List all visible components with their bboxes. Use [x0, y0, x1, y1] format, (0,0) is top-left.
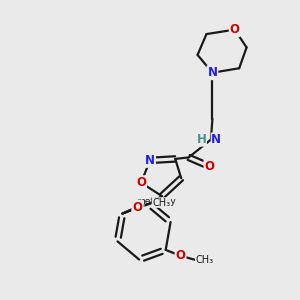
Text: H: H — [196, 133, 206, 146]
Text: O: O — [134, 200, 143, 213]
Text: N: N — [207, 66, 218, 79]
Text: O: O — [132, 200, 142, 214]
Text: methoxy: methoxy — [136, 197, 176, 206]
Text: O: O — [136, 176, 146, 189]
Text: CH₃: CH₃ — [152, 198, 170, 208]
Text: O: O — [176, 249, 185, 262]
Text: CH₃: CH₃ — [195, 255, 213, 265]
Text: N: N — [145, 154, 155, 167]
Text: O: O — [204, 160, 214, 173]
Text: O: O — [230, 23, 240, 36]
Text: N: N — [211, 133, 221, 146]
